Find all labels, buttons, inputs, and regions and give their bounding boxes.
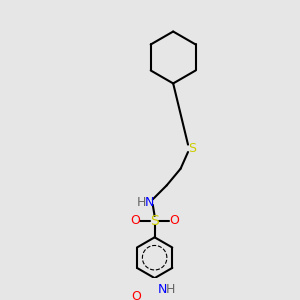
Text: O: O [130, 214, 140, 227]
Text: N: N [158, 283, 167, 296]
Text: O: O [131, 290, 141, 300]
Text: S: S [150, 214, 159, 228]
Text: H: H [166, 283, 175, 296]
Text: H: H [137, 196, 146, 208]
Text: N: N [144, 196, 154, 208]
Text: S: S [188, 142, 196, 155]
Text: O: O [169, 214, 179, 227]
